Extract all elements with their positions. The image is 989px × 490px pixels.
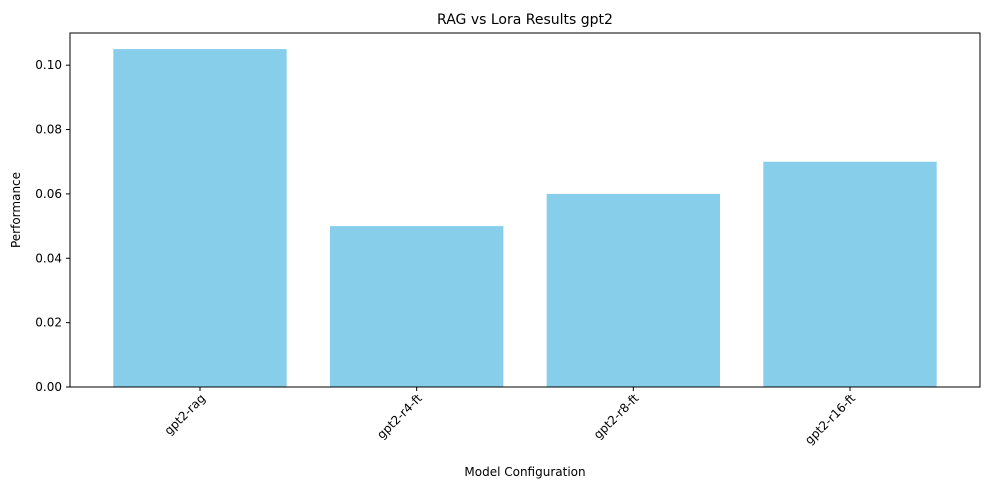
y-tick-label: 0.10 — [35, 58, 62, 72]
y-axis-ticks: 0.00 0.02 0.04 0.06 0.08 0.10 — [35, 58, 70, 394]
bars-group — [113, 49, 937, 387]
plot-frame — [69, 32, 981, 388]
x-axis-label: Model Configuration — [464, 465, 585, 479]
x-tick-label: gpt2-rag — [162, 391, 209, 438]
y-tick-label: 0.00 — [35, 380, 62, 394]
x-tick-label: gpt2-r16-ft — [802, 391, 858, 447]
y-tick-label: 0.04 — [35, 251, 62, 265]
chart-title: RAG vs Lora Results gpt2 — [437, 12, 613, 28]
x-tick-label: gpt2-r8-ft — [591, 391, 642, 442]
y-axis-label: Performance — [9, 172, 23, 248]
bar-gpt2-r16-ft — [763, 161, 937, 387]
bar-gpt2-r8-ft — [546, 193, 720, 387]
bar-gpt2-rag — [113, 49, 287, 387]
bar-gpt2-r4-ft — [330, 226, 504, 387]
y-tick-label: 0.06 — [35, 187, 62, 201]
x-tick-label: gpt2-r4-ft — [374, 391, 425, 442]
y-tick-label: 0.08 — [35, 123, 62, 137]
x-axis-ticks: gpt2-rag gpt2-r4-ft gpt2-r8-ft gpt2-r16-ft — [162, 387, 858, 447]
y-tick-label: 0.02 — [35, 316, 62, 330]
